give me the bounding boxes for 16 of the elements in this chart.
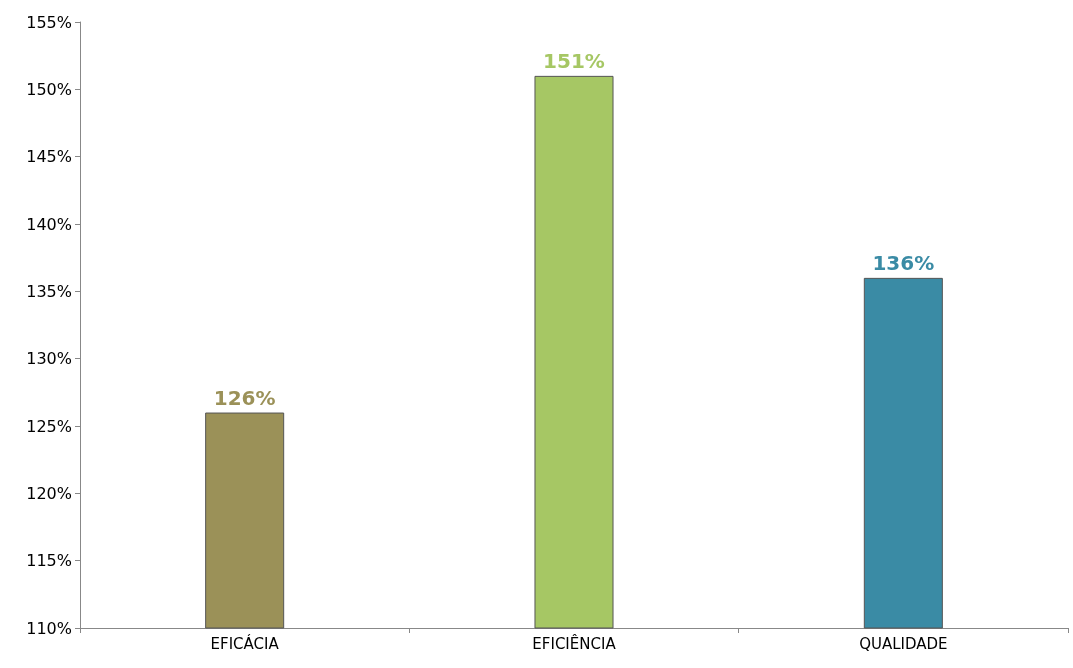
y-tick-label: 125% (26, 416, 72, 436)
data-label: 136% (872, 250, 935, 275)
y-tick-label: 145% (26, 147, 72, 167)
y-tick-label: 115% (26, 551, 72, 571)
x-tick-label: QUALIDADE (859, 634, 948, 653)
data-label: 126% (213, 385, 276, 410)
y-tick-label: 135% (26, 281, 72, 301)
data-label: 151% (543, 48, 605, 73)
y-tick-label: 140% (26, 214, 72, 234)
x-tick-label: EFICÁCIA (210, 633, 280, 653)
y-tick-label: 120% (26, 483, 72, 503)
y-tick-label: 110% (26, 618, 72, 638)
x-tick-label: EFICIÊNCIA (532, 633, 617, 653)
y-tick-label: 155% (26, 12, 72, 32)
y-tick-label: 150% (26, 79, 72, 99)
y-tick-label: 130% (26, 349, 72, 369)
